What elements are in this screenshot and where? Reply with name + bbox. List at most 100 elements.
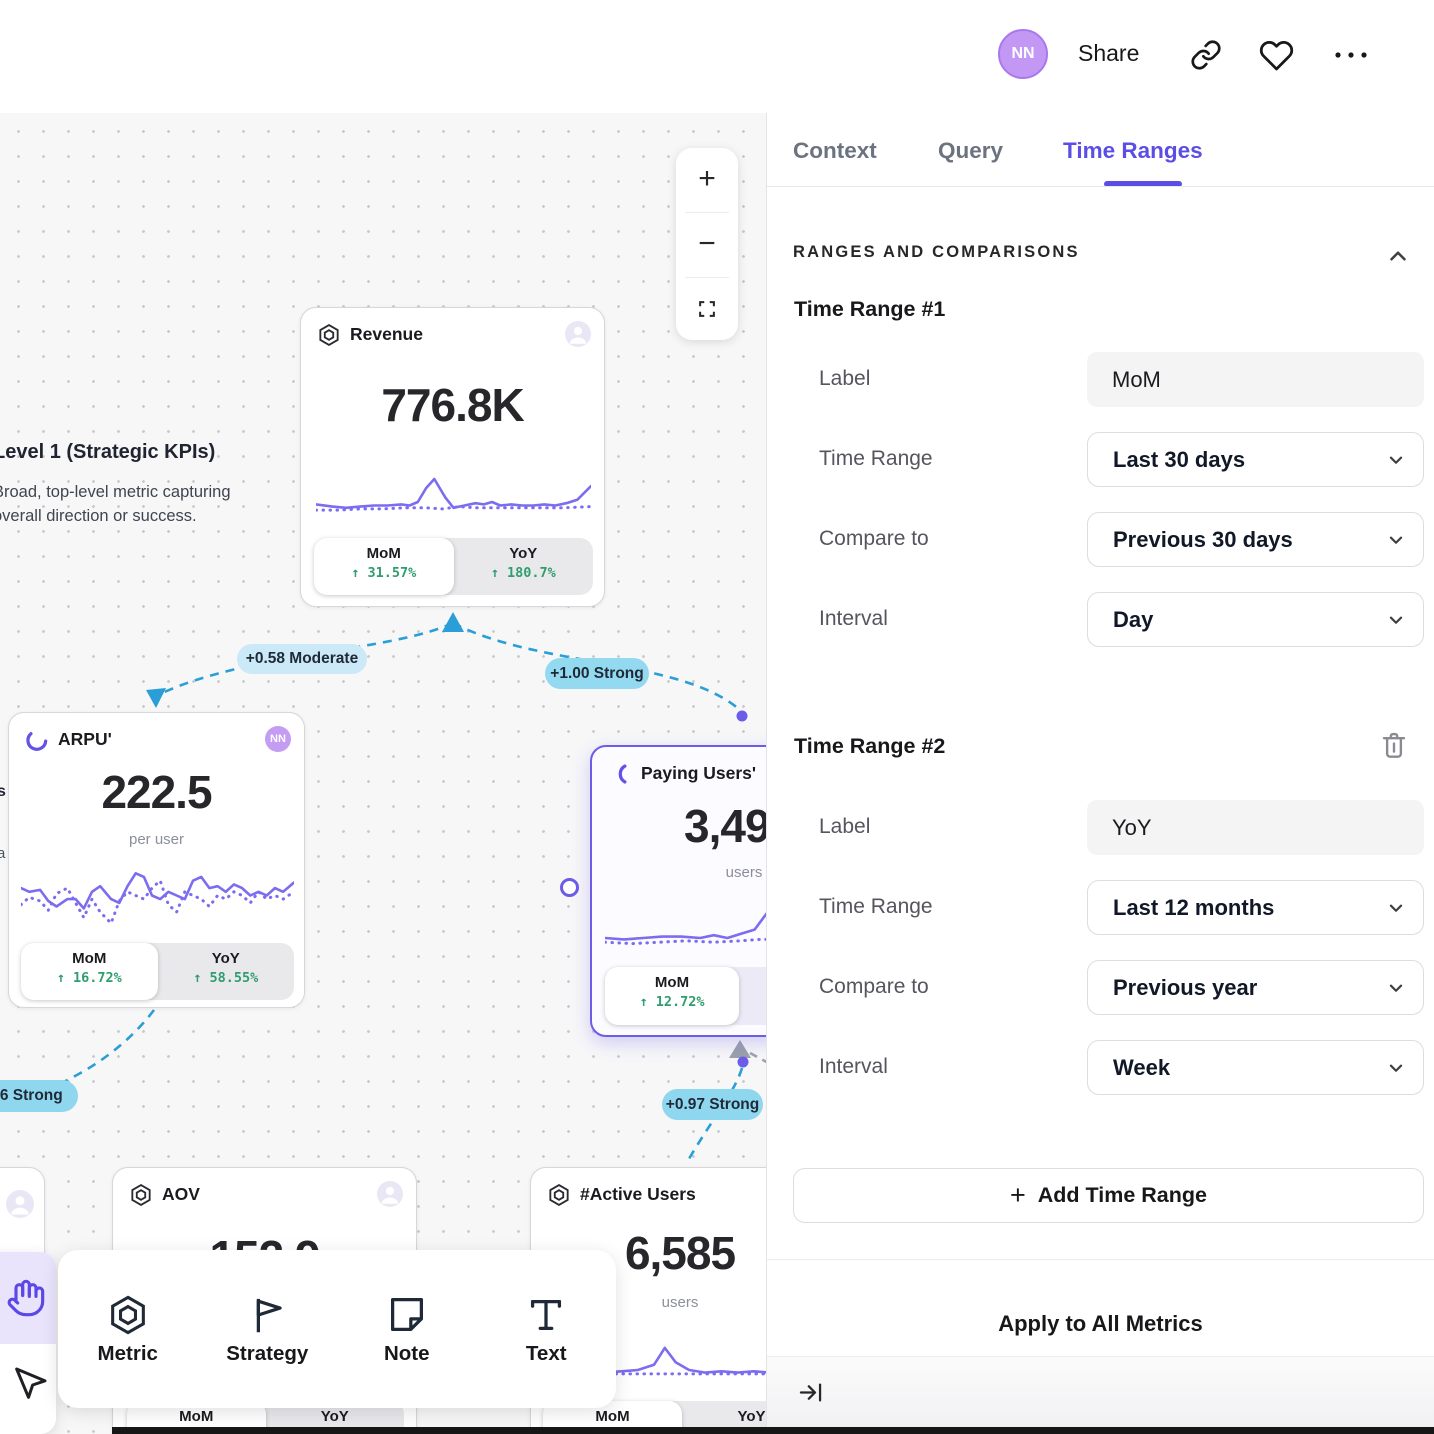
toolbar-item-note[interactable]: Note [347, 1292, 467, 1366]
select-value: Day [1113, 607, 1154, 632]
metric-hexagon-icon [110, 1295, 145, 1335]
active-tab-indicator [1104, 181, 1182, 187]
field-label: Time Range [819, 895, 933, 918]
timerange-toggle: MoM ↑ 31.57% YoY ↑ 180.7% [314, 538, 593, 595]
toggle-mom[interactable]: MoM ↑ 12.72% [605, 967, 739, 1025]
toggle-mom[interactable]: MoM ↑ 31.57% [314, 538, 454, 595]
label-input[interactable]: YoY [1087, 800, 1424, 855]
correlation-label-strong2[interactable]: +0.97 Strong [662, 1089, 763, 1120]
card-title: ARPU' [58, 729, 112, 749]
more-options-icon[interactable] [1331, 43, 1371, 67]
compare-to-select[interactable]: Previous year [1087, 960, 1424, 1015]
compare-to-select[interactable]: Previous 30 days [1087, 512, 1424, 567]
correlation-label-strong[interactable]: +1.00 Strong [545, 658, 649, 689]
metric-value: 6,585 [624, 1227, 736, 1279]
toggle-yoy-clipped[interactable] [739, 967, 766, 1025]
correlation-label-strong-clipped[interactable]: 66 Strong [0, 1080, 78, 1112]
field-label: Label [819, 815, 871, 838]
toolbar-item-label: Metric [97, 1342, 158, 1365]
clipped-text-fragment: a [0, 845, 6, 862]
time-range-2-title: Time Range #2 [794, 734, 946, 758]
toggle-label: MoM [654, 974, 690, 991]
toggle-yoy[interactable]: YoY [266, 1401, 405, 1434]
chevron-down-icon [1389, 984, 1403, 992]
field-row-time-range: Time Range Last 12 months [793, 880, 1424, 935]
pan-hand-button[interactable] [0, 1252, 56, 1344]
edge-endpoint-dot-bottom [737, 1056, 749, 1068]
field-label: Compare to [819, 975, 929, 998]
metric-tree-canvas[interactable]: Level 1 (Strategic KPIs) Broad, top-leve… [0, 0, 766, 1434]
chevron-down-icon [1389, 1064, 1403, 1072]
panel-footer [767, 1357, 1434, 1427]
copy-link-icon[interactable] [1190, 39, 1222, 71]
sparkline-chart [605, 893, 766, 955]
apply-to-all-metrics-button[interactable]: Apply to All Metrics [998, 1311, 1203, 1336]
toggle-label: YoY [320, 1408, 349, 1425]
delete-time-range-trash-icon[interactable] [1379, 730, 1409, 760]
clipped-text-fragment: s [0, 783, 6, 800]
fullscreen-icon [699, 301, 715, 317]
collapse-section-chevron-up-icon[interactable] [1385, 243, 1411, 269]
panel-divider [767, 1259, 1434, 1260]
metric-card-arpu[interactable]: ARPU' NN 222.5 per user MoM ↑ 16.72% YoY… [8, 712, 305, 1008]
favorite-heart-icon[interactable] [1259, 38, 1294, 73]
toggle-yoy[interactable]: YoY ↑ 180.7% [454, 538, 594, 595]
field-label: Interval [819, 1055, 888, 1078]
toggle-change: ↑ 31.57% [351, 565, 417, 581]
add-time-range-label: Add Time Range [1037, 1183, 1207, 1207]
plus-icon: + [1010, 1180, 1026, 1210]
level1-annotation-body: Broad, top-level metric capturing overal… [0, 480, 231, 528]
toggle-mom[interactable]: MoM ↑ 16.72% [21, 943, 158, 1000]
card-title: Revenue [350, 324, 423, 344]
chevron-down-icon [1389, 456, 1403, 464]
time-range-select[interactable]: Last 12 months [1087, 880, 1424, 935]
owner-avatar-icon[interactable] [565, 321, 591, 347]
correlation-label-moderate[interactable]: +0.58 Moderate [237, 644, 367, 674]
annotation-line1: Broad, top-level metric capturing [0, 483, 231, 501]
edge-endpoint-dot-top [736, 710, 748, 722]
add-time-range-button[interactable]: + Add Time Range [793, 1168, 1424, 1223]
tab-query[interactable]: Query [938, 138, 1004, 163]
zoom-out-button[interactable]: − [698, 227, 716, 260]
metric-hexagon-icon [316, 322, 342, 348]
owner-avatar-icon[interactable] [377, 1181, 403, 1207]
field-label: Compare to [819, 527, 929, 550]
time-range-select[interactable]: Last 30 days [1087, 432, 1424, 487]
user-avatar[interactable]: NN [998, 29, 1048, 79]
metric-card-paying-users[interactable]: Paying Users' 3,49 users MoM ↑ 12.72% [590, 745, 766, 1037]
canvas-mode-buttons [0, 1252, 56, 1434]
toggle-yoy[interactable]: YoY [682, 1401, 766, 1434]
share-button[interactable]: Share [1078, 40, 1140, 66]
edge-arrowhead-gray [729, 1040, 751, 1058]
toggle-label: YoY [737, 1408, 766, 1425]
tab-context[interactable]: Context [793, 138, 877, 163]
label-input[interactable]: MoM [1087, 352, 1424, 407]
loading-arc-icon [607, 761, 633, 787]
collapse-panel-icon[interactable] [797, 1379, 824, 1406]
metric-unit: users [661, 1294, 699, 1311]
toolbar-item-text[interactable]: Text [486, 1292, 606, 1366]
toggle-yoy[interactable]: YoY ↑ 58.55% [158, 943, 295, 1000]
select-value: Last 30 days [1113, 447, 1246, 472]
select-cursor-button[interactable] [0, 1344, 56, 1434]
cursor-icon [15, 1367, 47, 1399]
zoom-in-button[interactable]: + [698, 162, 716, 195]
user-avatar[interactable]: NN [265, 726, 291, 752]
zoom-controls: + − [676, 148, 738, 340]
field-row-label: Label YoY [793, 800, 1424, 855]
toggle-label: MoM [72, 950, 107, 967]
metric-hexagon-icon [546, 1182, 572, 1208]
field-row-interval: Interval Week [793, 1040, 1424, 1095]
interval-select[interactable]: Day [1087, 592, 1424, 647]
level1-annotation-title: Level 1 (Strategic KPIs) [0, 441, 216, 463]
fullscreen-button[interactable] [676, 278, 738, 340]
select-value: Previous year [1113, 975, 1258, 1000]
card-title: AOV [162, 1184, 200, 1204]
interval-select[interactable]: Week [1087, 1040, 1424, 1095]
toolbar-item-strategy[interactable]: Strategy [207, 1292, 327, 1366]
tab-time-ranges[interactable]: Time Ranges [1063, 138, 1203, 163]
selection-handle[interactable] [560, 878, 579, 897]
field-label: Interval [819, 607, 888, 630]
metric-card-revenue[interactable]: Revenue 776.8K MoM ↑ 31.57% YoY ↑ 180.7% [300, 307, 605, 607]
toolbar-item-metric[interactable]: Metric [68, 1292, 188, 1366]
